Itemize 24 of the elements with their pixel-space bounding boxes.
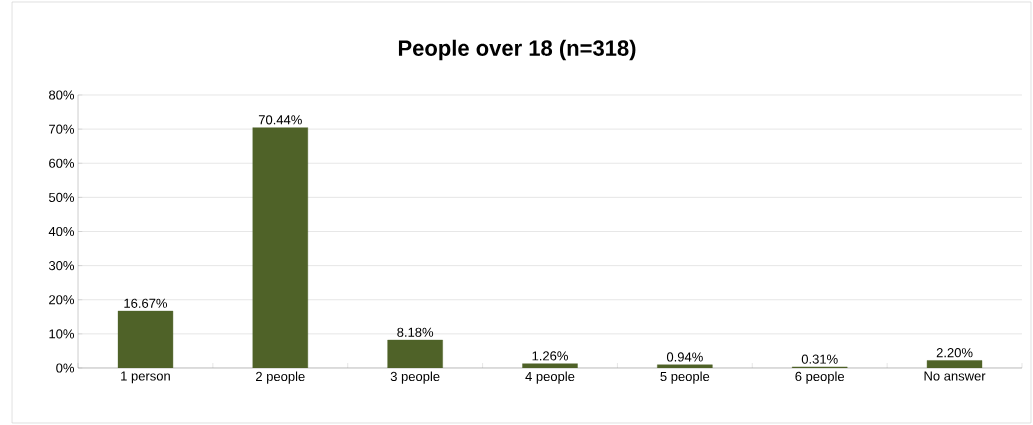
x-tick-label: 1 person xyxy=(121,371,170,384)
y-tick-label: 30% xyxy=(48,261,75,271)
y-tick-label: 70% xyxy=(49,124,75,134)
y-tick-label: 40% xyxy=(48,226,75,237)
y-tick-label: 20% xyxy=(49,295,75,305)
x-tick-label: 6 people xyxy=(795,371,845,384)
y-tick-label: 50% xyxy=(48,192,75,202)
data-label: 2.20% xyxy=(936,348,973,358)
x-tick-label: 5 people xyxy=(660,371,710,384)
x-tick-label: 3 people xyxy=(390,371,440,384)
data-label: 16.67% xyxy=(124,298,168,308)
y-tick-label: 0% xyxy=(56,363,75,373)
data-label: 0.94% xyxy=(666,352,703,362)
x-tick-label: 2 people xyxy=(256,371,305,384)
y-tick-label: 80% xyxy=(49,90,75,100)
y-tick-label: 10% xyxy=(49,329,75,339)
x-tick-label: 4 people xyxy=(525,371,575,384)
data-label: 8.18% xyxy=(397,327,434,337)
data-label: 1.26% xyxy=(532,351,568,361)
chart-title: People over 18 (n=318) xyxy=(398,39,636,61)
data-label: 70.44% xyxy=(258,115,302,125)
x-tick-label: No answer xyxy=(924,371,986,381)
data-label: 0.31% xyxy=(801,354,838,364)
y-tick-label: 60% xyxy=(49,158,75,168)
